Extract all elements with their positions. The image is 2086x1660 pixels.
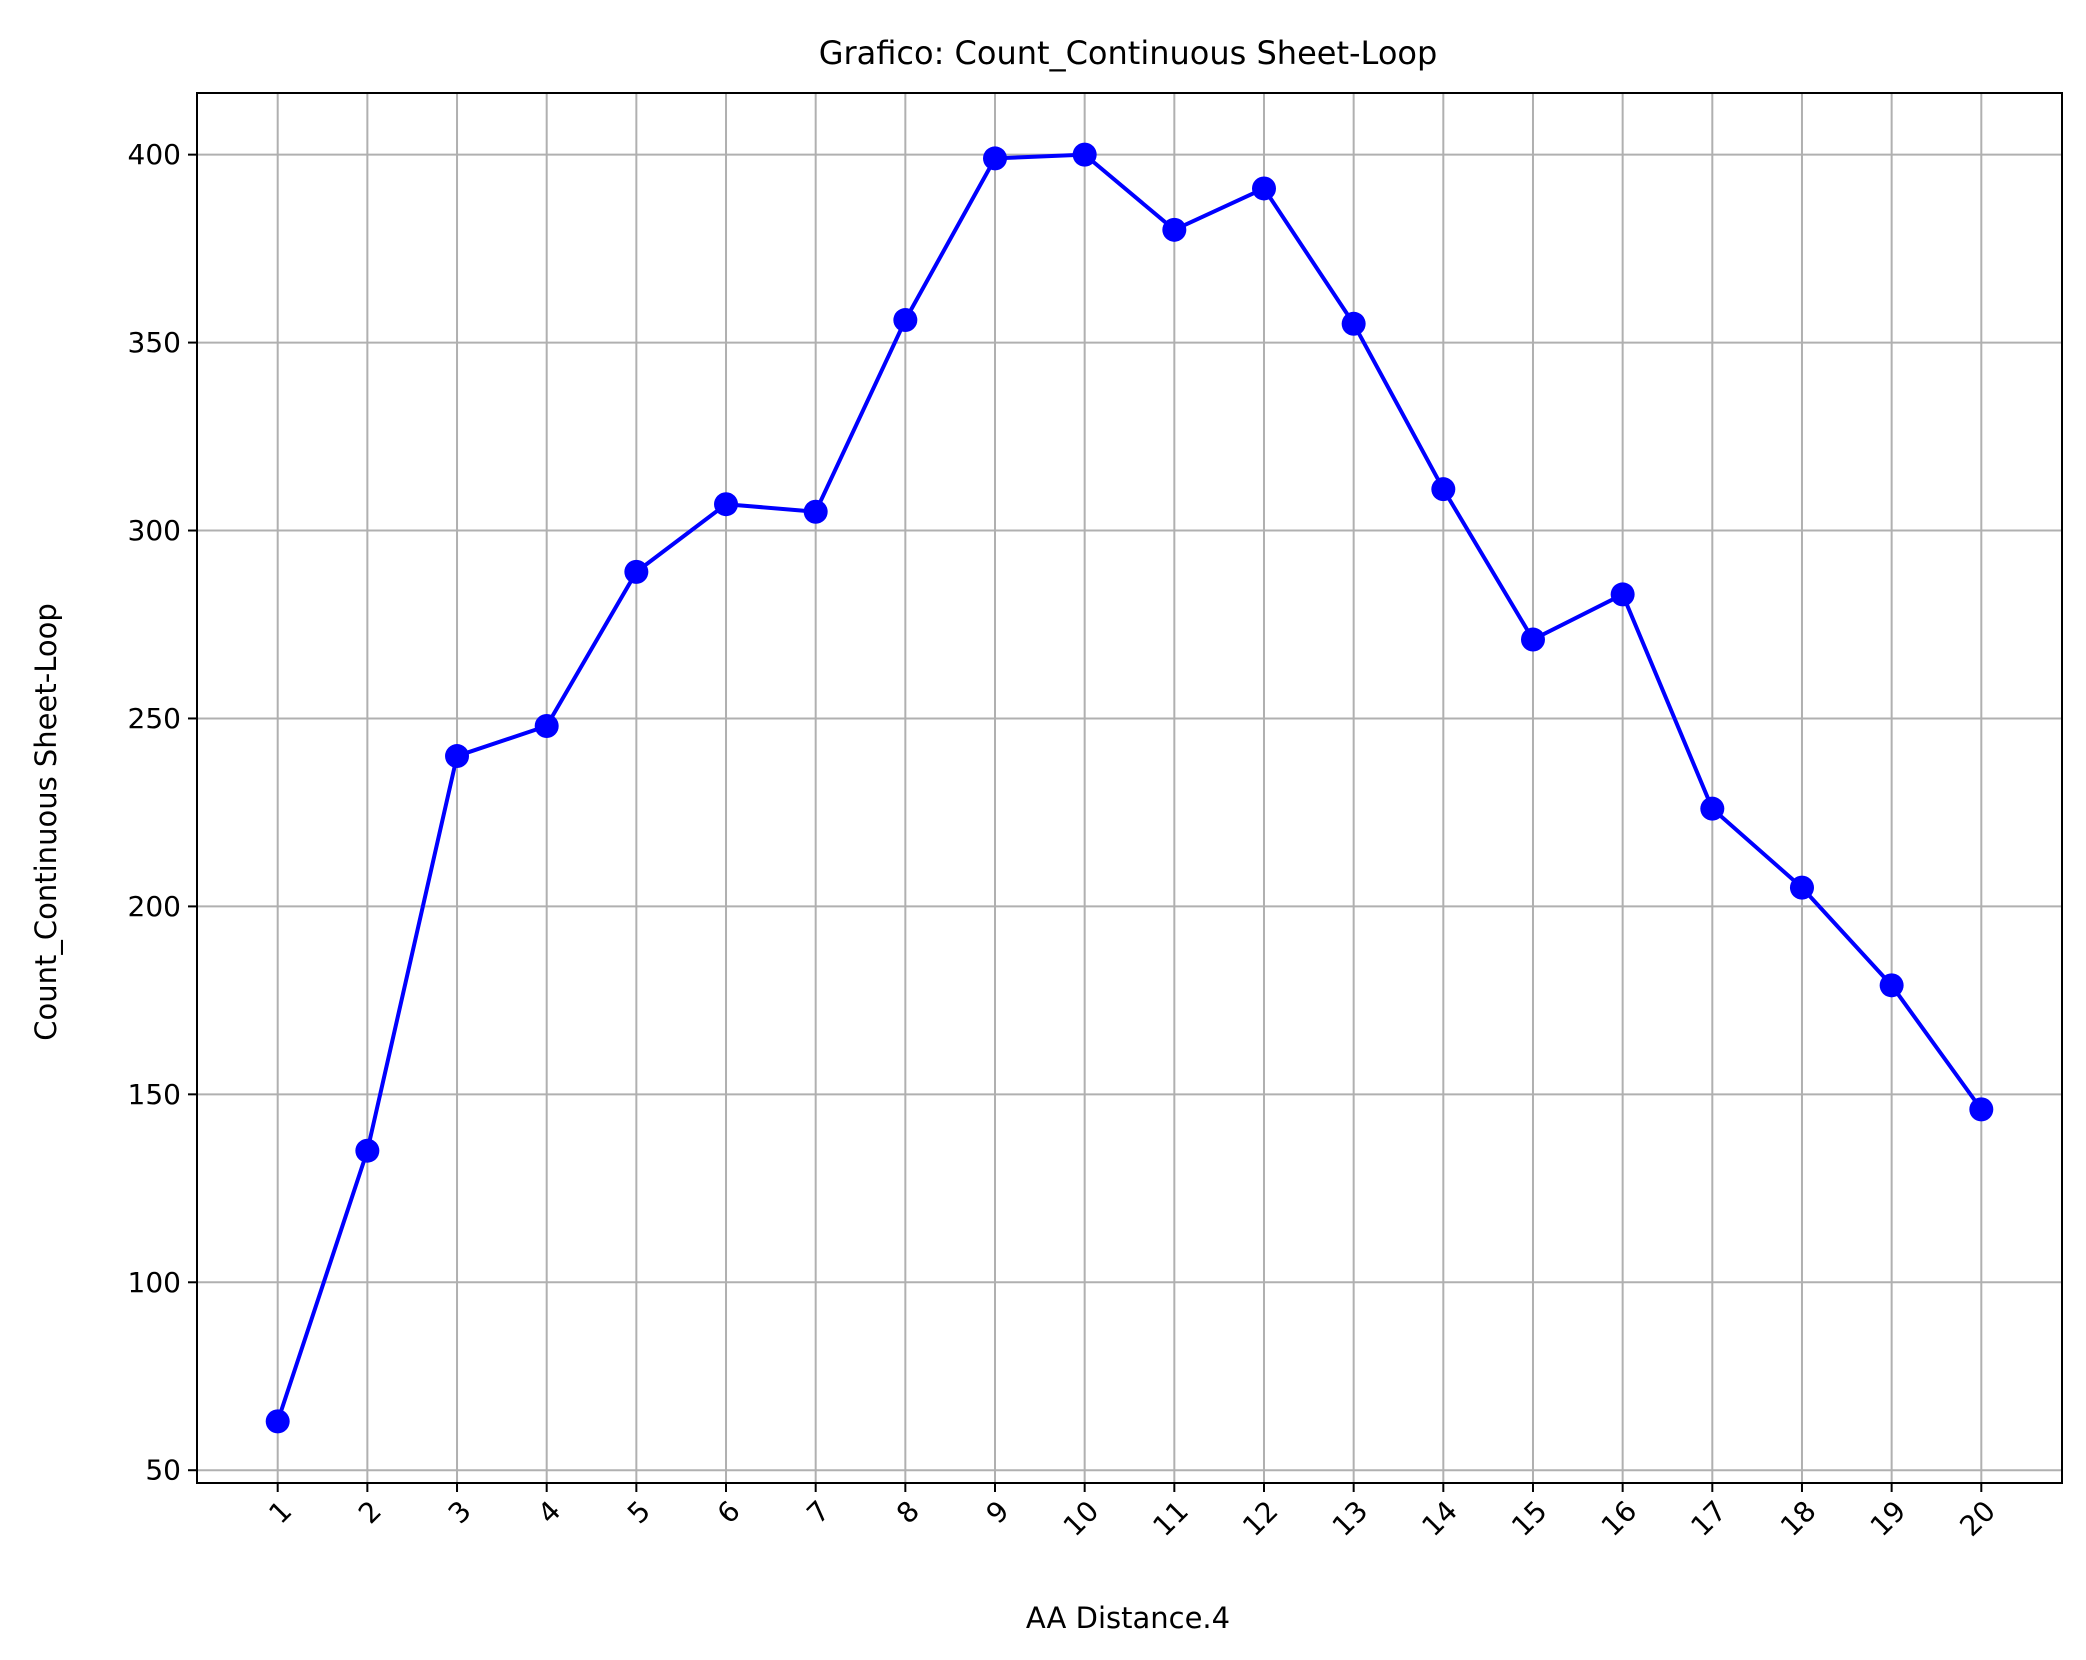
y-tick-label: 100	[128, 1266, 181, 1299]
y-tick-label: 250	[128, 702, 181, 735]
series-line	[275, 152, 1983, 1422]
y-tick-label: 400	[128, 138, 181, 171]
y-tick-label: 350	[128, 326, 181, 359]
data-point	[1072, 142, 1097, 167]
data-point	[983, 146, 1008, 171]
data-point	[355, 1138, 380, 1163]
data-point	[1520, 627, 1545, 652]
grid	[197, 93, 2062, 1483]
data-point	[1341, 311, 1366, 336]
y-tick-label: 200	[128, 890, 181, 923]
data-point	[445, 744, 470, 769]
y-axis-label: Count_Continuous Sheet-Loop	[29, 603, 63, 1040]
data-point	[1969, 1097, 1994, 1122]
y-tick-label: 300	[128, 514, 181, 547]
data-point	[1431, 477, 1456, 502]
series-line-group	[275, 152, 1983, 1422]
series-marker-group	[265, 142, 1994, 1434]
data-point	[1251, 176, 1276, 201]
data-point	[624, 559, 649, 584]
data-point	[1789, 875, 1814, 900]
data-point	[534, 713, 559, 738]
data-point	[803, 499, 828, 524]
x-axis-label: AA Distance.4	[1026, 1601, 1230, 1635]
y-tick-label: 150	[128, 1078, 181, 1111]
plot-area-frame	[196, 92, 2063, 1484]
data-point	[1610, 582, 1635, 607]
y-axis-ticks: 50 100 150 200 250 300 350 400	[128, 138, 197, 1487]
data-point	[893, 308, 918, 333]
y-tick-label: 50	[145, 1454, 181, 1487]
data-point	[714, 492, 739, 517]
data-point	[1162, 217, 1187, 242]
data-point	[1700, 796, 1725, 821]
chart-title: Grafico: Count_Continuous Sheet-Loop	[819, 34, 1438, 72]
data-point	[1879, 973, 1904, 998]
data-point	[265, 1409, 290, 1434]
